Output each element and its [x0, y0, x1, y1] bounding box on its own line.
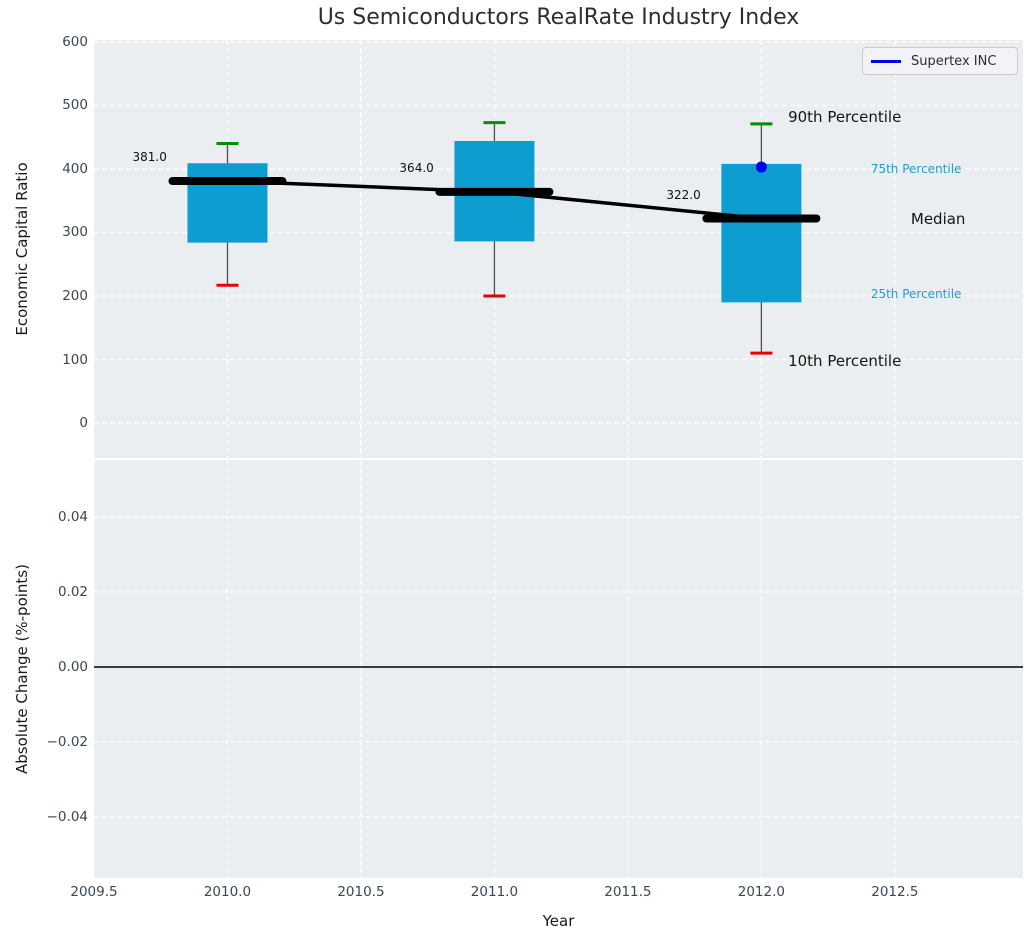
y-tick-label: 600	[62, 33, 88, 50]
y-tick-label: 0.04	[57, 508, 88, 525]
x-tick-label: 2012.5	[871, 884, 919, 900]
y-tick-label: 0.00	[57, 658, 88, 675]
x-tick-label: 2011.5	[604, 884, 652, 900]
y-axis-label-top: Economic Capital Ratio	[13, 162, 31, 336]
y-tick-label: −0.04	[46, 808, 88, 825]
legend: Supertex INC	[862, 47, 1018, 75]
median-value-label: 381.0	[132, 150, 167, 165]
y-tick-label: 100	[62, 351, 88, 368]
top-plot-area: 381.0 364.0 322.0 90th Percentile 75th Perce…	[94, 40, 1023, 458]
legend-line-swatch	[871, 59, 901, 63]
y-tick-label: −0.02	[46, 733, 88, 750]
legend-label: Supertex INC	[911, 53, 997, 69]
median-value-label: 322.0	[666, 187, 701, 202]
bottom-plot-area	[94, 460, 1023, 878]
iqr-box	[187, 163, 268, 243]
y-tick-label: 0	[79, 415, 88, 432]
iqr-box	[721, 163, 802, 303]
y-tick-label: 400	[62, 160, 88, 177]
y-tick-label: 300	[62, 224, 88, 241]
percentile-label: 25th Percentile	[870, 287, 962, 301]
chart-title: Us Semiconductors RealRate Industry Inde…	[317, 5, 800, 30]
y-tick-label: 0.02	[57, 583, 88, 600]
median-value-label: 364.0	[399, 160, 434, 175]
bottom-plot-canvas	[94, 460, 1023, 878]
x-tick-label: 2009.5	[70, 884, 118, 900]
y-tick-label: 200	[62, 288, 88, 304]
x-axis-label: Year	[542, 912, 575, 930]
x-tick-label: 2011.0	[470, 884, 519, 900]
top-plot-canvas	[94, 40, 1023, 458]
percentile-label: 10th Percentile	[788, 351, 902, 370]
x-tick-label: 2010.5	[337, 884, 385, 900]
percentile-label: 90th Percentile	[788, 107, 902, 126]
x-tick-label: 2012.0	[737, 884, 785, 900]
percentile-label: Median	[910, 210, 966, 229]
x-tick-label: 2010.0	[203, 884, 252, 900]
y-tick-label: 500	[62, 97, 88, 114]
percentile-label: 75th Percentile	[870, 161, 962, 176]
series-point	[755, 161, 767, 173]
